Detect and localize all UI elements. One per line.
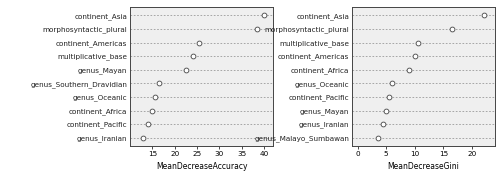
Point [480, 14, 488, 17]
Point [388, 82, 396, 85]
Point [144, 123, 152, 126]
Point [382, 109, 390, 112]
Point [260, 14, 268, 17]
X-axis label: MeanDecreaseAccuracy: MeanDecreaseAccuracy [156, 162, 248, 171]
Point [380, 123, 388, 126]
Point [254, 27, 262, 30]
Point [150, 96, 158, 98]
Point [448, 27, 456, 30]
Point [182, 68, 190, 71]
Point [374, 136, 382, 139]
Point [405, 68, 413, 71]
Point [140, 136, 147, 139]
Point [414, 41, 422, 44]
Point [196, 41, 203, 44]
Point [188, 55, 196, 57]
Point [385, 96, 393, 98]
X-axis label: MeanDecreaseGini: MeanDecreaseGini [388, 162, 460, 171]
Point [155, 82, 163, 85]
Point [148, 109, 156, 112]
Point [411, 55, 419, 57]
